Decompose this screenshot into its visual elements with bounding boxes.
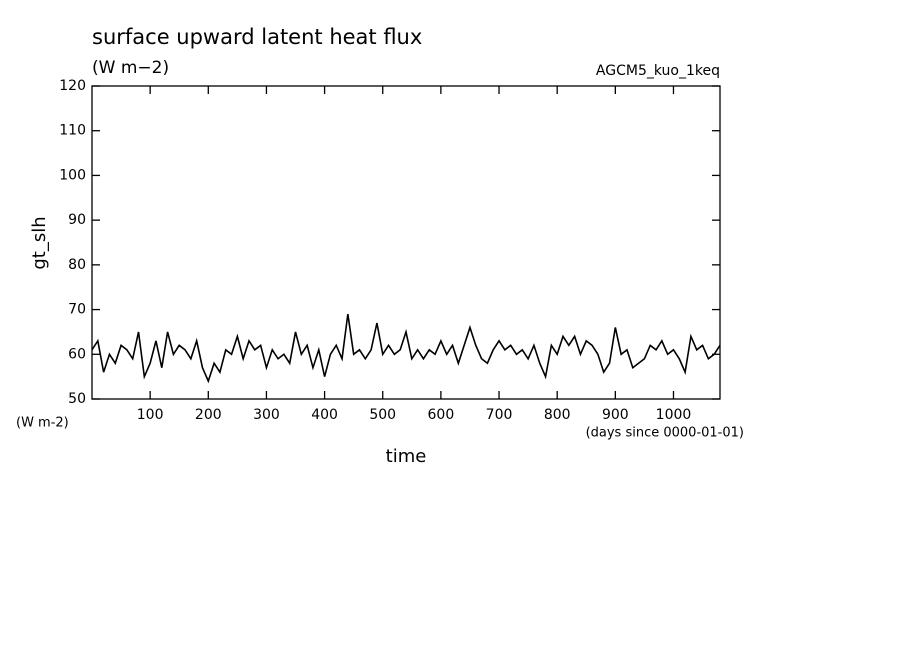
y-tick-label: 80 xyxy=(68,257,86,273)
x-tick-label: 1000 xyxy=(656,407,692,423)
x-tick-label: 600 xyxy=(428,407,455,423)
x-tick-label: 500 xyxy=(369,407,396,423)
x-tick-label: 100 xyxy=(137,407,164,423)
x-tick-label: 900 xyxy=(602,407,629,423)
y-tick-label: 60 xyxy=(68,346,86,362)
y-unit-label: (W m-2) xyxy=(16,416,69,431)
data-line xyxy=(91,313,721,384)
x-tick-label: 700 xyxy=(486,407,513,423)
x-tick-label: 800 xyxy=(544,407,571,423)
y-axis-label: gt_slh xyxy=(29,216,50,269)
y-tick-label: 70 xyxy=(68,302,86,318)
x-tick-label: 200 xyxy=(195,407,222,423)
plot-frame xyxy=(91,85,721,400)
x-tick-label: 300 xyxy=(253,407,280,423)
y-tick-label: 100 xyxy=(59,167,86,183)
annotation: AGCM5_kuo_1keq xyxy=(596,63,720,79)
chart-subtitle: (W m−2) xyxy=(92,58,169,78)
y-tick-label: 50 xyxy=(68,391,86,407)
chart-title: surface upward latent heat flux xyxy=(92,25,422,49)
x-tick-label: 400 xyxy=(311,407,338,423)
y-tick-label: 120 xyxy=(59,78,86,94)
x-axis-label: time xyxy=(386,446,427,467)
y-tick-label: 110 xyxy=(59,123,86,139)
y-tick-label: 90 xyxy=(68,212,86,228)
x-unit-label: (days since 0000-01-01) xyxy=(586,426,744,441)
